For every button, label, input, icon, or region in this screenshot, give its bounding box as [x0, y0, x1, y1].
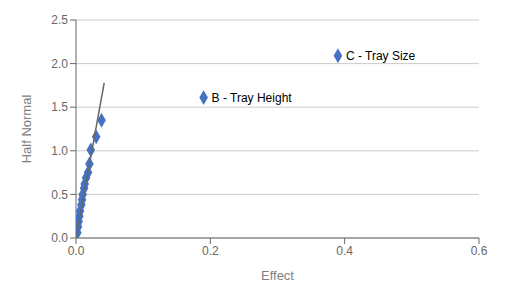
svg-text:2.5: 2.5	[51, 13, 68, 27]
svg-text:0.5: 0.5	[51, 188, 68, 202]
svg-text:0.0: 0.0	[68, 244, 85, 258]
svg-text:B - Tray Height: B - Tray Height	[212, 91, 293, 105]
svg-text:0.2: 0.2	[202, 244, 219, 258]
svg-text:1.0: 1.0	[51, 144, 68, 158]
svg-text:0.6: 0.6	[471, 244, 488, 258]
svg-text:0.4: 0.4	[336, 244, 353, 258]
svg-text:0.0: 0.0	[51, 231, 68, 245]
svg-text:Half Normal: Half Normal	[19, 95, 34, 164]
svg-text:C - Tray Size: C - Tray Size	[346, 49, 416, 63]
svg-text:1.5: 1.5	[51, 100, 68, 114]
svg-text:Effect: Effect	[261, 268, 294, 283]
svg-text:2.0: 2.0	[51, 57, 68, 71]
